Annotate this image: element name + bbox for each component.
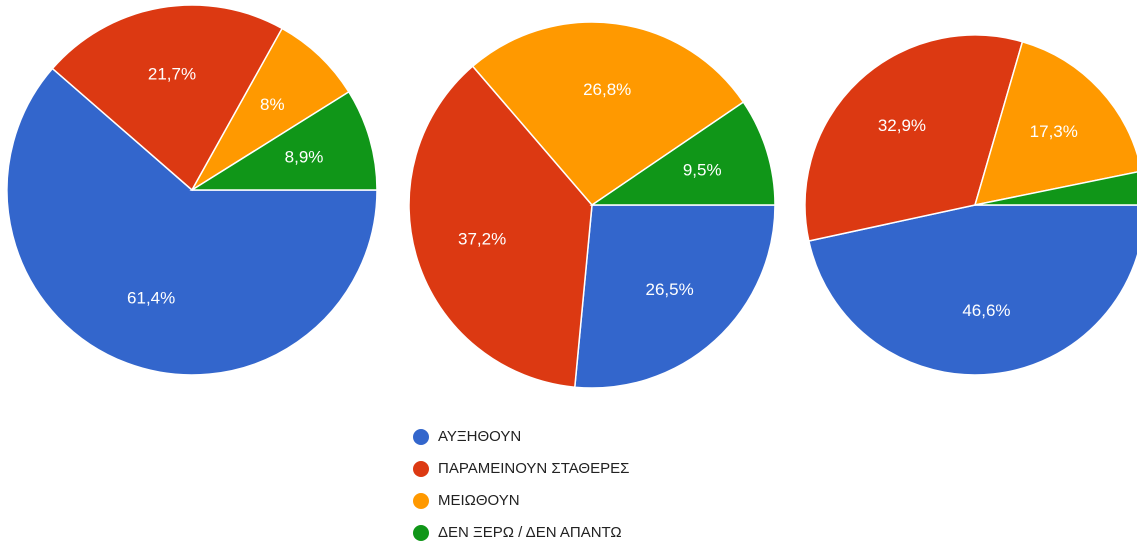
pie-slice bbox=[408, 65, 593, 389]
pie: 46,6% 32,9% 17,3% bbox=[804, 34, 1137, 376]
pie-slice bbox=[573, 204, 776, 389]
legend-swatch bbox=[413, 525, 429, 541]
value-label: 32,9% bbox=[878, 116, 926, 135]
value-label: 9,5% bbox=[683, 161, 722, 180]
pie-slice bbox=[189, 90, 378, 191]
legend-label: ΠΑΡΑΜΕΙΝΟΥΝ ΣΤΑΘΕΡΕΣ bbox=[438, 460, 629, 477]
pie-slice bbox=[51, 4, 284, 192]
legend-label: ΔΕΝ ΞΕΡΩ / ΔΕΝ ΑΠΑΝΤΩ bbox=[438, 524, 622, 541]
value-label: 37,2% bbox=[458, 229, 506, 248]
pie: 61,4% 21,7% 8% 8,9% bbox=[6, 4, 378, 376]
value-label: 26,8% bbox=[583, 80, 631, 99]
pie-slice bbox=[807, 204, 1137, 376]
pie-slice bbox=[191, 27, 350, 191]
value-label: 21,7% bbox=[148, 65, 196, 84]
legend-swatch bbox=[413, 429, 429, 445]
legend-swatch bbox=[413, 493, 429, 509]
value-label: 8,9% bbox=[285, 147, 324, 166]
pie-slice bbox=[6, 67, 378, 376]
pie-slice bbox=[804, 34, 1024, 242]
legend-label: ΜΕΙΩΘΟΥΝ bbox=[438, 492, 520, 509]
value-label: 61,4% bbox=[127, 289, 175, 308]
value-label: 46,6% bbox=[962, 301, 1010, 320]
legend-swatch bbox=[413, 461, 429, 477]
value-label: 8% bbox=[260, 95, 285, 114]
pie-slice bbox=[974, 171, 1137, 206]
pie-slice bbox=[973, 40, 1137, 206]
pie: 26,5% 37,2% 26,8% 9,5% bbox=[408, 21, 776, 389]
value-label: 26,5% bbox=[645, 280, 693, 299]
legend-label: ΑΥΞΗΘΟΥΝ bbox=[438, 428, 521, 445]
value-label: 17,3% bbox=[1030, 122, 1078, 141]
pie-slice bbox=[471, 21, 745, 206]
pie-slice bbox=[589, 101, 776, 206]
